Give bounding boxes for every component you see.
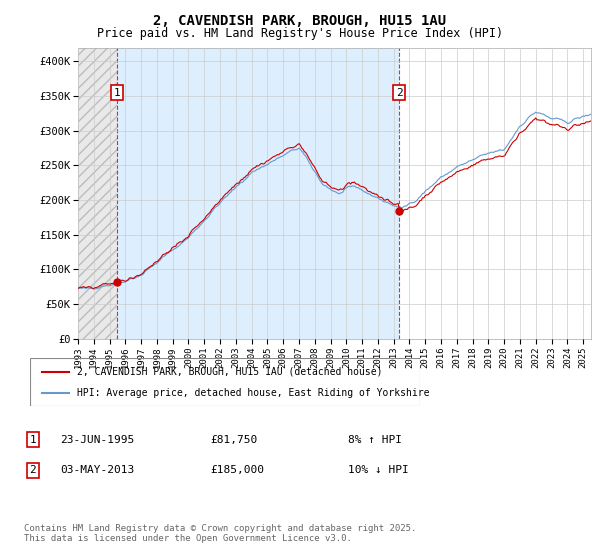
Text: 8% ↑ HPI: 8% ↑ HPI [348, 435, 402, 445]
Text: 2, CAVENDISH PARK, BROUGH, HU15 1AU (detached house): 2, CAVENDISH PARK, BROUGH, HU15 1AU (det… [77, 367, 382, 377]
Text: £185,000: £185,000 [210, 465, 264, 475]
Text: HPI: Average price, detached house, East Riding of Yorkshire: HPI: Average price, detached house, East… [77, 388, 430, 398]
Text: 10% ↓ HPI: 10% ↓ HPI [348, 465, 409, 475]
Text: 1: 1 [29, 435, 37, 445]
Text: 2: 2 [395, 88, 403, 97]
Bar [78, 48, 117, 339]
Text: 23-JUN-1995: 23-JUN-1995 [60, 435, 134, 445]
Bar [117, 48, 399, 339]
Text: 1: 1 [114, 88, 121, 97]
Text: £81,750: £81,750 [210, 435, 257, 445]
Text: Price paid vs. HM Land Registry's House Price Index (HPI): Price paid vs. HM Land Registry's House … [97, 27, 503, 40]
Text: 03-MAY-2013: 03-MAY-2013 [60, 465, 134, 475]
Text: Contains HM Land Registry data © Crown copyright and database right 2025.
This d: Contains HM Land Registry data © Crown c… [24, 524, 416, 543]
Text: 2, CAVENDISH PARK, BROUGH, HU15 1AU: 2, CAVENDISH PARK, BROUGH, HU15 1AU [154, 14, 446, 28]
Text: 2: 2 [29, 465, 37, 475]
